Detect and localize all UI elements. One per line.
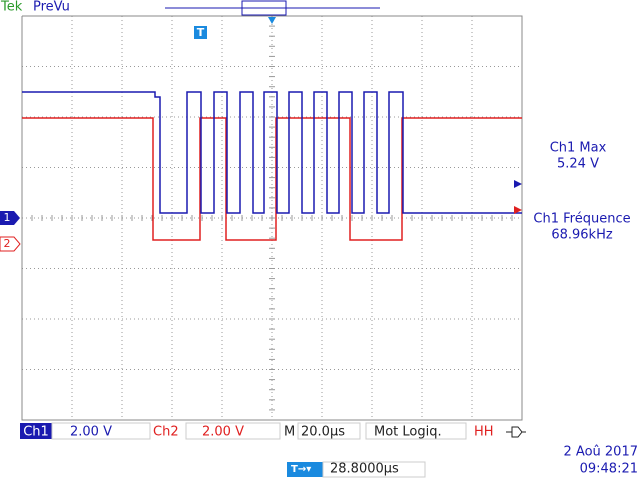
graticule (21, 15, 523, 421)
trigger-marker: T (197, 26, 205, 39)
ch2-marker: 2 (4, 237, 11, 250)
timebase: 20.0µs (301, 425, 345, 440)
ch2-level-marker (514, 206, 522, 214)
ch1-scale-box (51, 422, 151, 440)
trigger-type: Mot Logiq. (374, 425, 442, 440)
graticule-border (21, 15, 523, 421)
ch1-label: Ch1 (23, 425, 49, 440)
record-window (241, 0, 287, 16)
mode: PreVu (33, 0, 70, 15)
ch1-level-marker (514, 180, 522, 188)
trigger-position-icon-text: T→▾ (291, 464, 311, 475)
trigger-source-icon (506, 426, 526, 438)
ch2-trace (22, 117, 522, 241)
ch2-label: Ch2 (153, 425, 179, 440)
brand: Tek (0, 0, 23, 15)
date: 2 Aoû 2017 (564, 445, 638, 460)
trigger-type-box (365, 422, 467, 440)
brand-box (0, 0, 22, 16)
ch1-scale: 2.00 V (70, 425, 112, 440)
ch2-scale: 2.00 V (202, 425, 244, 440)
measurement-value: 68.96kHz (551, 228, 613, 243)
timebase-box (297, 422, 361, 440)
trigger-position: 28.8000µs (330, 462, 399, 477)
ch1-marker-box (0, 211, 20, 225)
ch1-trace (22, 91, 522, 214)
trigger-position-box (322, 461, 426, 478)
measurement-label: Ch1 Max (550, 141, 607, 156)
trigger-pattern: HH (474, 425, 494, 440)
ch2-scale-box (185, 422, 281, 440)
trigger-position-icon (287, 462, 323, 477)
measurement-label: Ch1 Fréquence (533, 212, 630, 227)
trigger-position-marker (268, 17, 276, 24)
ch1-marker: 1 (4, 211, 11, 224)
ch1-label-box (20, 423, 52, 439)
trigger-marker-box (194, 26, 207, 39)
timebase-label: M (284, 425, 295, 440)
ch2-marker-box (0, 236, 21, 252)
time: 09:48:21 (580, 462, 638, 477)
measurement-value: 5.24 V (557, 157, 599, 172)
